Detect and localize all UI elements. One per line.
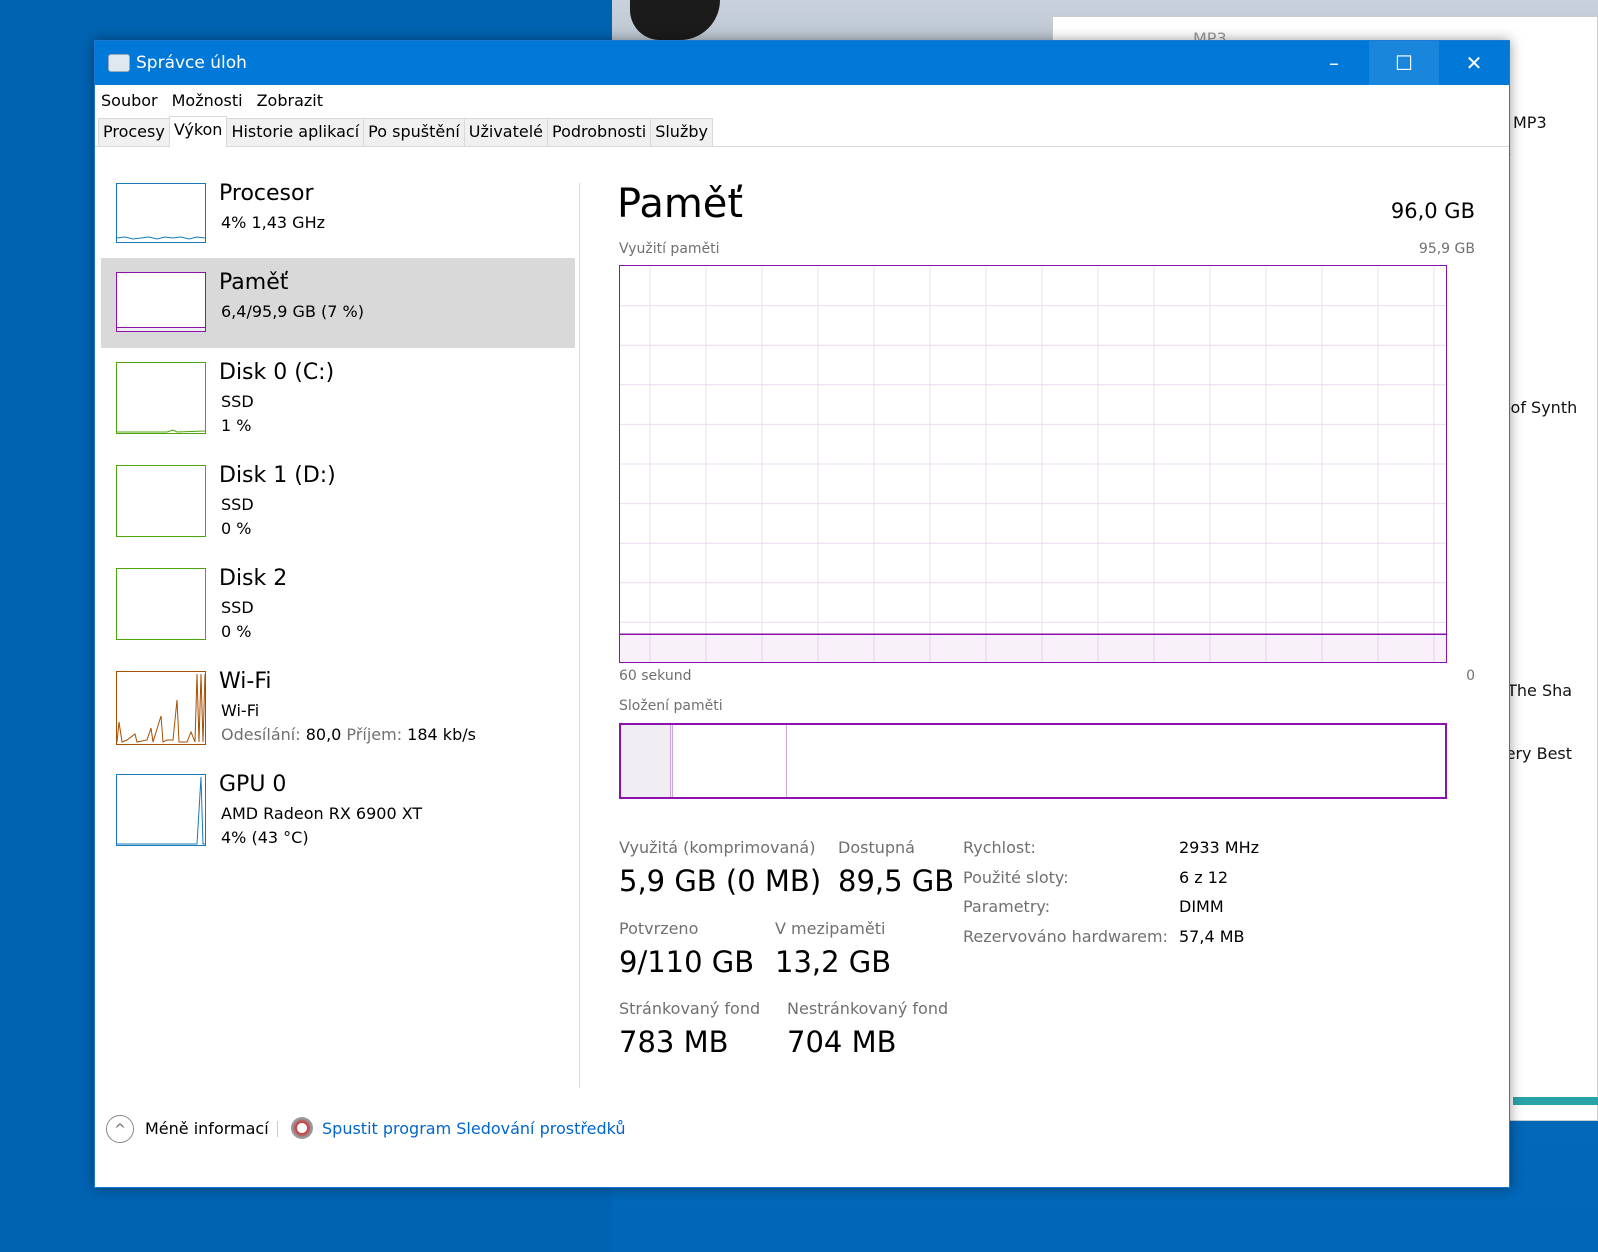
composition-standby-divider <box>786 725 787 797</box>
paged-pool-label: Stránkovaný fond <box>619 999 761 1018</box>
time-axis-end: 0 <box>1466 668 1475 684</box>
nonpaged-pool-label: Nestránkovaný fond <box>787 999 949 1018</box>
sidebar-detail: 4% 1,43 GHz <box>221 213 326 232</box>
hw-reserved-label: Rezervováno hardwarem: <box>963 927 1168 946</box>
memory-composition-bar <box>619 723 1447 799</box>
explorer-breadcrumb[interactable]: MP3 <box>1513 113 1547 132</box>
chevron-up-icon[interactable]: ^ <box>106 1115 134 1143</box>
wifi-throughput: Odesílání: 80,0 Příjem: 184 kb/s <box>221 725 476 744</box>
composition-in-use <box>621 725 673 797</box>
sidebar-item-disk1[interactable]: Disk 1 (D:) SSD 0 % <box>101 451 575 541</box>
sidebar-label: Paměť <box>219 270 289 295</box>
send-label: Odesílání: <box>221 725 301 744</box>
nonpaged-pool-value: 704 MB <box>787 1025 897 1059</box>
committed-value: 9/110 GB <box>619 945 755 979</box>
sidebar-detail: SSD <box>221 598 254 617</box>
form-factor-label: Parametry: <box>963 897 1051 916</box>
sidebar-label: Procesor <box>219 181 314 206</box>
close-button[interactable]: ✕ <box>1465 51 1483 75</box>
task-manager-icon <box>108 54 130 72</box>
page-title: Paměť <box>617 181 744 227</box>
explorer-status-strip <box>1513 1097 1598 1105</box>
tab-po-spusteni[interactable]: Po spuštění <box>363 118 465 146</box>
slots-value: 6 z 12 <box>1179 868 1229 887</box>
task-manager-window: Správce úloh – ☐ ✕ Soubor Možnosti Zobra… <box>94 40 1510 1188</box>
available-label: Dostupná <box>838 838 915 857</box>
tab-historie[interactable]: Historie aplikací <box>226 118 365 146</box>
speed-value: 2933 MHz <box>1179 838 1260 857</box>
pane-divider[interactable] <box>579 183 580 1088</box>
tab-vykon[interactable]: Výkon <box>168 116 228 147</box>
used-value: 5,9 GB (0 MB) <box>619 864 822 898</box>
menu-soubor[interactable]: Soubor <box>101 90 158 110</box>
speed-label: Rychlost: <box>963 838 1036 857</box>
memory-usage-graph <box>619 265 1447 663</box>
window-title: Správce úloh <box>136 53 247 73</box>
sidebar-detail: 1 % <box>221 416 252 435</box>
menu-zobrazit[interactable]: Zobrazit <box>256 90 323 110</box>
time-axis-start: 60 sekund <box>619 668 692 684</box>
available-value: 89,5 GB <box>838 864 955 898</box>
gpu-thumbnail-graph <box>116 774 206 846</box>
wifi-thumbnail-graph <box>116 671 206 745</box>
tab-bar: Procesy Výkon Historie aplikací Po spušt… <box>95 115 1509 147</box>
sidebar-item-disk0[interactable]: Disk 0 (C:) SSD 1 % <box>101 348 575 438</box>
sidebar-detail: 6,4/95,9 GB (7 %) <box>221 302 364 321</box>
slots-label: Použité sloty: <box>963 868 1069 887</box>
cpu-thumbnail-graph <box>116 183 206 243</box>
sidebar-detail: Wi-Fi <box>221 701 260 720</box>
sidebar-item-procesor[interactable]: Procesor 4% 1,43 GHz <box>101 169 575 259</box>
cached-label: V mezipaměti <box>775 919 886 938</box>
sidebar-detail: 4% (43 °C) <box>221 828 309 847</box>
resource-monitor-link[interactable]: Spustit program Sledování prostředků <box>322 1119 626 1138</box>
disk0-thumbnail-graph <box>116 362 206 434</box>
composition-label: Složení paměti <box>619 698 723 714</box>
sidebar-label: Disk 0 (C:) <box>219 360 335 385</box>
sidebar-detail: 0 % <box>221 622 252 641</box>
usage-area <box>620 634 1446 662</box>
tab-podrobnosti[interactable]: Podrobnosti <box>547 118 652 146</box>
recv-value: 184 kb/s <box>407 725 476 744</box>
resource-monitor-icon <box>291 1117 313 1139</box>
sidebar-label: Wi-Fi <box>219 669 272 694</box>
cached-value: 13,2 GB <box>775 945 892 979</box>
form-factor-value: DIMM <box>1179 897 1224 916</box>
tab-uzivatele[interactable]: Uživatelé <box>463 118 549 146</box>
maximize-button[interactable]: ☐ <box>1369 41 1439 85</box>
hw-reserved-value: 57,4 MB <box>1179 927 1245 946</box>
total-memory: 96,0 GB <box>1390 199 1475 223</box>
disk1-thumbnail-graph <box>116 465 206 537</box>
disk2-thumbnail-graph <box>116 568 206 640</box>
tab-sluzby[interactable]: Služby <box>650 118 713 146</box>
usage-graph-max: 95,9 GB <box>1418 241 1475 257</box>
memory-thumbnail-graph <box>116 272 206 332</box>
sidebar-label: Disk 1 (D:) <box>219 463 336 488</box>
committed-label: Potvrzeno <box>619 919 699 938</box>
sidebar-label: GPU 0 <box>219 772 287 797</box>
sidebar-detail: 0 % <box>221 519 252 538</box>
used-label: Využitá (komprimovaná) <box>619 838 816 857</box>
sidebar-detail: SSD <box>221 495 254 514</box>
sidebar-detail: SSD <box>221 392 254 411</box>
minimize-button[interactable]: – <box>1329 51 1339 75</box>
tab-procesy[interactable]: Procesy <box>98 118 170 146</box>
usage-graph-label: Využití paměti <box>619 241 720 257</box>
sidebar-item-wifi[interactable]: Wi-Fi Wi-Fi Odesílání: 80,0 Příjem: 184 … <box>101 657 575 747</box>
sidebar-item-pamet[interactable]: Paměť 6,4/95,9 GB (7 %) <box>101 258 575 348</box>
less-info-button[interactable]: Méně informací <box>145 1119 269 1138</box>
send-value: 80,0 <box>305 725 342 744</box>
menu-moznosti[interactable]: Možnosti <box>171 90 243 110</box>
sidebar-label: Disk 2 <box>219 566 288 591</box>
menu-bar: Soubor Možnosti Zobrazit <box>95 85 1509 115</box>
recv-label: Příjem: <box>346 725 403 744</box>
footer-separator <box>277 1121 278 1137</box>
paged-pool-value: 783 MB <box>619 1025 729 1059</box>
sidebar-item-disk2[interactable]: Disk 2 SSD 0 % <box>101 554 575 644</box>
title-bar[interactable]: Správce úloh – ☐ ✕ <box>95 41 1509 85</box>
sidebar-detail: AMD Radeon RX 6900 XT <box>221 804 423 823</box>
sidebar-item-gpu0[interactable]: GPU 0 AMD Radeon RX 6900 XT 4% (43 °C) <box>101 760 575 850</box>
